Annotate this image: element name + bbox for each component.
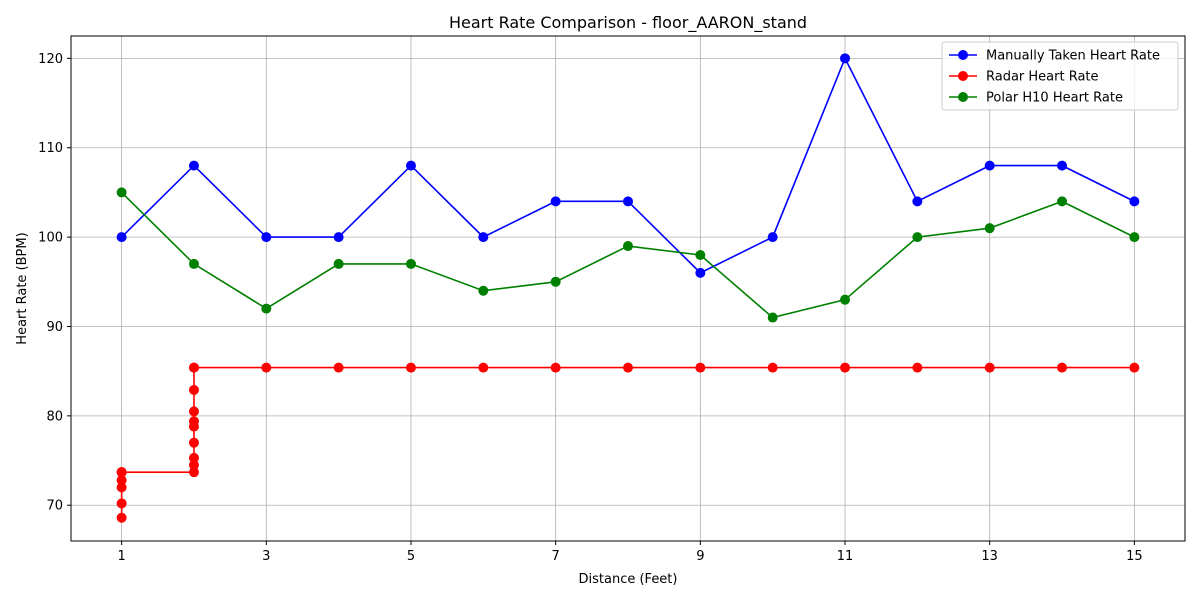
data-point xyxy=(984,362,995,373)
data-point xyxy=(261,232,272,243)
data-point xyxy=(912,232,923,243)
x-axis-title: Distance (Feet) xyxy=(579,572,678,587)
x-tick-label: 15 xyxy=(1126,549,1143,564)
series-manually-taken-heart-rate xyxy=(116,53,1140,278)
data-point xyxy=(116,498,127,509)
data-point xyxy=(188,258,199,269)
legend-marker-swatch xyxy=(958,71,968,81)
data-point xyxy=(188,362,199,373)
data-point xyxy=(188,416,199,427)
data-point xyxy=(550,362,561,373)
chart-title: Heart Rate Comparison - floor_AARON_stan… xyxy=(449,13,807,33)
data-point xyxy=(1129,196,1140,207)
legend-entry-manually-taken-heart-rate: Manually Taken Heart Rate xyxy=(949,49,1160,64)
data-point xyxy=(1129,362,1140,373)
data-point xyxy=(261,303,272,314)
legend-entry-radar-heart-rate: Radar Heart Rate xyxy=(949,70,1099,85)
data-point xyxy=(695,267,706,278)
data-point xyxy=(116,512,127,523)
data-point xyxy=(188,384,199,395)
data-point xyxy=(188,460,199,471)
data-point xyxy=(1057,196,1068,207)
data-point xyxy=(1129,232,1140,243)
data-point xyxy=(984,223,995,234)
data-point xyxy=(188,406,199,417)
data-point xyxy=(478,362,489,373)
x-tick-label: 5 xyxy=(407,549,415,564)
data-point xyxy=(550,276,561,287)
data-point xyxy=(116,467,127,478)
y-tick-label: 120 xyxy=(38,52,63,67)
series-polar-h10-heart-rate xyxy=(116,187,1140,323)
data-point xyxy=(912,362,923,373)
data-point xyxy=(984,160,995,171)
data-point xyxy=(116,482,127,493)
data-point xyxy=(550,196,561,207)
data-point xyxy=(1057,160,1068,171)
data-point xyxy=(767,312,778,323)
data-point xyxy=(116,187,127,198)
legend-label: Manually Taken Heart Rate xyxy=(986,49,1160,64)
data-point xyxy=(261,362,272,373)
data-point xyxy=(333,232,344,243)
legend-marker-swatch xyxy=(958,50,968,60)
legend-label: Polar H10 Heart Rate xyxy=(986,91,1123,106)
y-tick-label: 100 xyxy=(38,231,63,246)
data-point xyxy=(333,258,344,269)
y-tick-label: 80 xyxy=(46,409,63,424)
y-tick-label: 70 xyxy=(46,499,63,514)
data-point xyxy=(840,53,851,64)
legend: Manually Taken Heart Rate Radar Heart Rat… xyxy=(941,41,1179,111)
data-point xyxy=(116,232,127,243)
data-point xyxy=(840,362,851,373)
data-point xyxy=(116,475,127,486)
data-point xyxy=(188,437,199,448)
data-point xyxy=(840,294,851,305)
data-point xyxy=(405,258,416,269)
data-point xyxy=(188,160,199,171)
data-point xyxy=(695,362,706,373)
x-tick-label: 7 xyxy=(552,549,560,564)
data-point xyxy=(405,362,416,373)
data-point xyxy=(333,362,344,373)
x-tick-label: 9 xyxy=(696,549,704,564)
data-point xyxy=(1057,362,1068,373)
plot-area-frame xyxy=(70,35,1186,542)
x-tick-label: 11 xyxy=(837,549,854,564)
grid-lines xyxy=(71,36,1185,541)
series-radar-heart-rate xyxy=(116,362,1140,523)
x-tick-label: 1 xyxy=(117,549,125,564)
data-point xyxy=(767,232,778,243)
data-point xyxy=(478,285,489,296)
x-tick-label: 3 xyxy=(262,549,270,564)
legend-marker-swatch xyxy=(958,92,968,102)
legend-entry-polar-h10-heart-rate: Polar H10 Heart Rate xyxy=(949,91,1123,106)
data-point xyxy=(912,196,923,207)
legend-box xyxy=(941,41,1179,111)
y-tick-label: 90 xyxy=(46,320,63,335)
data-point xyxy=(405,160,416,171)
data-point xyxy=(623,241,633,252)
series-lines xyxy=(116,53,1140,523)
data-point xyxy=(623,196,633,207)
y-axis-title: Heart Rate (BPM) xyxy=(15,232,30,344)
legend-label: Radar Heart Rate xyxy=(986,70,1099,85)
data-point xyxy=(695,249,706,260)
data-point xyxy=(767,362,778,373)
data-point xyxy=(478,232,489,243)
data-point xyxy=(188,452,199,463)
data-point xyxy=(188,467,199,478)
y-tick-label: 110 xyxy=(38,141,63,156)
x-tick-label: 13 xyxy=(981,549,998,564)
data-point xyxy=(623,362,633,373)
